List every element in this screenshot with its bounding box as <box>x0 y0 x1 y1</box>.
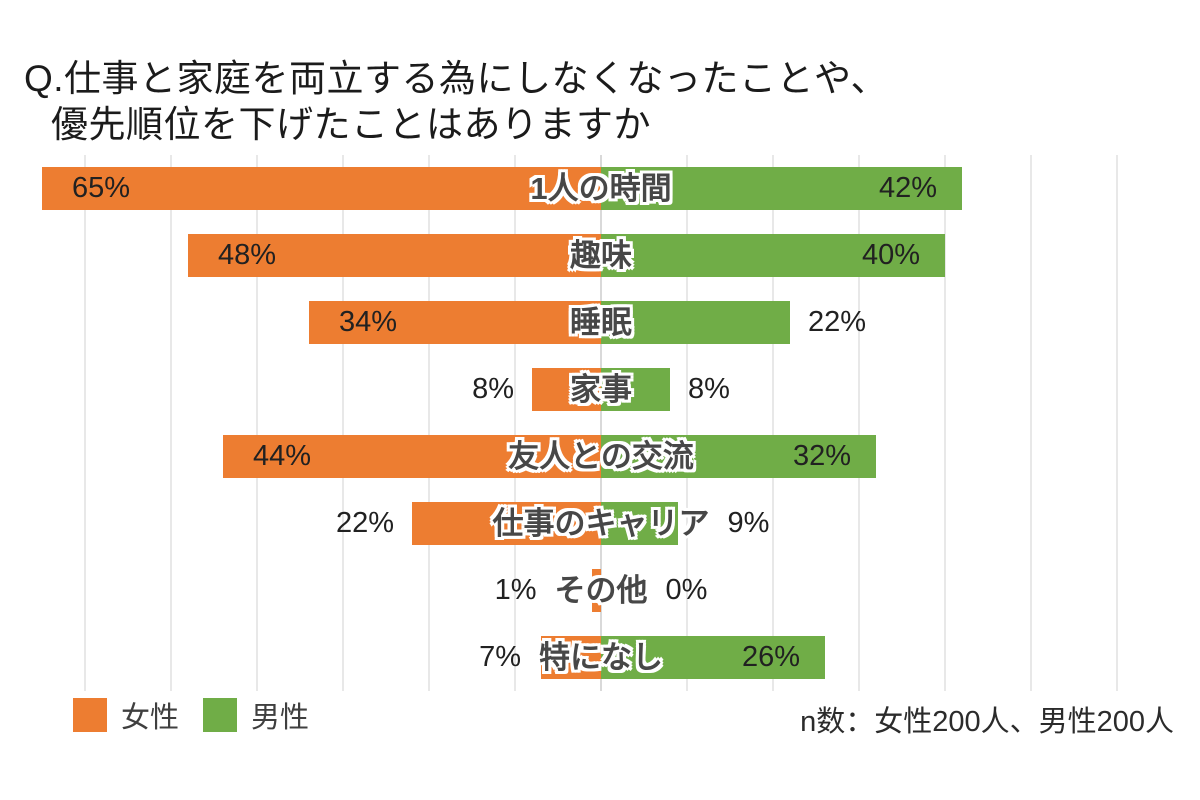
chart-title-line2: 優先順位を下げたことはありますか <box>51 104 651 145</box>
men-value-label: 40% <box>861 239 920 271</box>
category-label: 趣味 <box>570 238 632 273</box>
category-label: 1人の時間 <box>530 171 672 206</box>
gridline <box>342 155 344 691</box>
gridline <box>686 155 688 691</box>
category-label: 特になし <box>539 640 663 675</box>
gridline <box>514 155 516 691</box>
men-value-label: 22% <box>808 306 867 338</box>
men-bar <box>601 234 945 277</box>
center-axis-line <box>600 155 602 691</box>
women-value-label: 65% <box>72 172 131 204</box>
chart-title-line1: Q.仕事と家庭を両立する為にしなくなったことや、 <box>24 58 888 99</box>
men-value-label: 32% <box>792 440 851 472</box>
gridline <box>1030 155 1032 691</box>
women-bar <box>188 234 601 277</box>
men-value-label: 0% <box>665 574 708 606</box>
plot-area: 1人の時間 65% 42% 趣味 48% 40% 睡眠 34% 22% 家事 8% 8% 友人との交流 4… <box>0 155 1200 691</box>
women-bar <box>541 636 601 679</box>
category-label: 家事 <box>570 372 632 407</box>
gridline <box>256 155 258 691</box>
men-value-label: 42% <box>878 172 937 204</box>
legend-swatch-women <box>73 698 107 732</box>
men-bar <box>601 368 670 411</box>
women-value-label: 22% <box>335 507 394 539</box>
category-label: 睡眠 <box>570 305 632 340</box>
gridline <box>944 155 946 691</box>
legend-swatch-men <box>203 698 238 732</box>
women-bar <box>592 569 601 612</box>
men-bar <box>601 636 825 679</box>
category-label: 仕事のキャリア <box>492 506 710 541</box>
men-bar <box>601 301 790 344</box>
women-value-label: 48% <box>218 239 277 271</box>
legend-label-men: 男性 <box>251 702 310 734</box>
category-label: その他 <box>554 573 648 608</box>
legend: 女性 男性 <box>73 694 333 736</box>
women-value-label: 44% <box>253 440 312 472</box>
gridline <box>858 155 860 691</box>
legend-label-women: 女性 <box>121 702 180 734</box>
category-label: 友人との交流 <box>508 439 694 474</box>
women-bar <box>412 502 601 545</box>
women-value-label: 7% <box>479 641 521 673</box>
gridline <box>772 155 774 691</box>
gridline <box>84 155 86 691</box>
chart-title: Q.仕事と家庭を両立する為にしなくなったことや、 優先順位を下げたことはあります… <box>24 56 888 148</box>
women-bar <box>42 167 601 210</box>
men-bar <box>601 435 876 478</box>
women-bar <box>223 435 601 478</box>
women-value-label: 1% <box>494 574 537 606</box>
gridline <box>170 155 172 691</box>
women-bar <box>532 368 601 411</box>
women-value-label: 34% <box>339 306 398 338</box>
men-bar <box>601 502 678 545</box>
men-value-label: 26% <box>741 641 800 673</box>
sample-size-note: n数：女性200人、男性200人 <box>800 706 1174 738</box>
men-value-label: 8% <box>688 373 730 405</box>
women-bar <box>309 301 601 344</box>
men-value-label: 9% <box>727 507 770 539</box>
gridline <box>1116 155 1118 691</box>
gridline <box>428 155 430 691</box>
women-value-label: 8% <box>472 373 514 405</box>
men-bar <box>601 167 962 210</box>
